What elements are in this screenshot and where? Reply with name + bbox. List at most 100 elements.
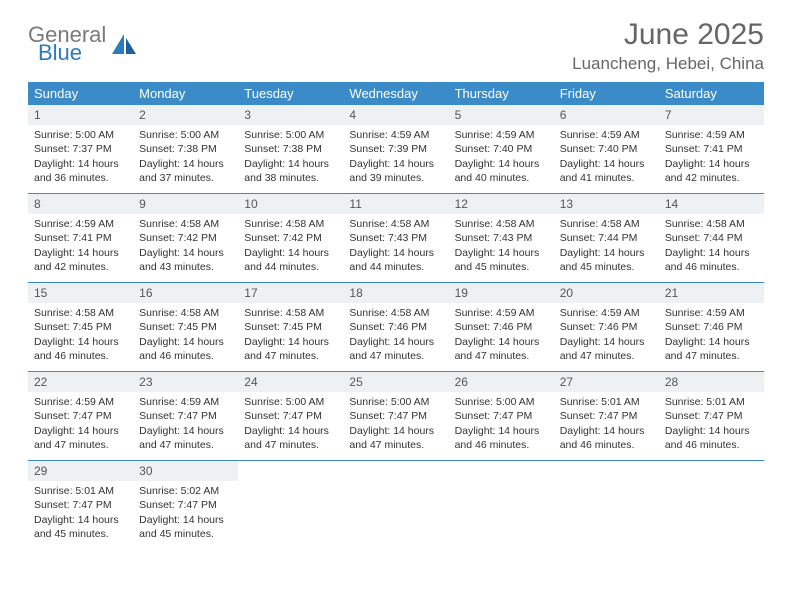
sunrise-line: Sunrise: 4:58 AM xyxy=(455,217,548,231)
logo-word-blue: Blue xyxy=(38,42,106,64)
dow-cell: Monday xyxy=(133,82,238,105)
sunrise-line: Sunrise: 4:58 AM xyxy=(349,217,442,231)
sunrise-line: Sunrise: 4:59 AM xyxy=(455,306,548,320)
sunrise-line: Sunrise: 4:59 AM xyxy=(560,306,653,320)
sunrise-line: Sunrise: 4:58 AM xyxy=(34,306,127,320)
sunset-line: Sunset: 7:38 PM xyxy=(244,142,337,156)
day-number: 23 xyxy=(133,372,238,392)
logo-sail-icon xyxy=(110,32,140,56)
day-cell: . xyxy=(659,461,764,549)
daylight-line: Daylight: 14 hours and 47 minutes. xyxy=(349,335,442,363)
day-cell: . xyxy=(343,461,448,549)
daylight-line: Daylight: 14 hours and 47 minutes. xyxy=(349,424,442,452)
sunrise-line: Sunrise: 4:59 AM xyxy=(139,395,232,409)
day-cell: 25Sunrise: 5:00 AMSunset: 7:47 PMDayligh… xyxy=(343,372,448,460)
daylight-line: Daylight: 14 hours and 47 minutes. xyxy=(139,424,232,452)
day-number: 15 xyxy=(28,283,133,303)
day-cell: 23 Sunrise: 4:59 AMSunset: 7:47 PMDayligh… xyxy=(133,372,238,460)
sunset-line: Sunset: 7:45 PM xyxy=(244,320,337,334)
calendar: SundayMondayTuesdayWednesdayThursdayFrid… xyxy=(28,82,764,549)
day-number: 13 xyxy=(554,194,659,214)
daylight-line: Daylight: 14 hours and 46 minutes. xyxy=(34,335,127,363)
day-cell: . xyxy=(554,461,659,549)
day-number: 27 xyxy=(554,372,659,392)
daylight-line: Daylight: 14 hours and 44 minutes. xyxy=(244,246,337,274)
day-number: 11 xyxy=(343,194,448,214)
sunset-line: Sunset: 7:41 PM xyxy=(665,142,758,156)
day-cell: 20Sunrise: 4:59 AMSunset: 7:46 PMDayligh… xyxy=(554,283,659,371)
day-cell: 8Sunrise: 4:59 AMSunset: 7:41 PMDaylight… xyxy=(28,194,133,282)
day-cell: 30Sunrise: 5:02 AMSunset: 7:47 PMDayligh… xyxy=(133,461,238,549)
sunrise-line: Sunrise: 4:58 AM xyxy=(139,217,232,231)
daylight-line: Daylight: 14 hours and 45 minutes. xyxy=(34,513,127,541)
sunset-line: Sunset: 7:42 PM xyxy=(139,231,232,245)
sunrise-line: Sunrise: 4:59 AM xyxy=(560,128,653,142)
sunset-line: Sunset: 7:47 PM xyxy=(560,409,653,423)
day-cell: 13Sunrise: 4:58 AMSunset: 7:44 PMDayligh… xyxy=(554,194,659,282)
dow-cell: Saturday xyxy=(659,82,764,105)
dow-cell: Friday xyxy=(554,82,659,105)
sunset-line: Sunset: 7:40 PM xyxy=(560,142,653,156)
day-number: 21 xyxy=(659,283,764,303)
sunset-line: Sunset: 7:44 PM xyxy=(560,231,653,245)
sunrise-line: Sunrise: 5:00 AM xyxy=(244,395,337,409)
day-cell: 7Sunrise: 4:59 AMSunset: 7:41 PMDaylight… xyxy=(659,105,764,193)
day-number: 14 xyxy=(659,194,764,214)
day-cell: . xyxy=(238,461,343,549)
week-row: 29Sunrise: 5:01 AMSunset: 7:47 PMDayligh… xyxy=(28,460,764,549)
logo: General Blue xyxy=(28,18,140,64)
day-cell: 28Sunrise: 5:01 AMSunset: 7:47 PMDayligh… xyxy=(659,372,764,460)
day-cell: 4Sunrise: 4:59 AMSunset: 7:39 PMDaylight… xyxy=(343,105,448,193)
day-number: 16 xyxy=(133,283,238,303)
sunrise-line: Sunrise: 5:00 AM xyxy=(34,128,127,142)
day-cell: 14Sunrise: 4:58 AMSunset: 7:44 PMDayligh… xyxy=(659,194,764,282)
sunrise-line: Sunrise: 5:01 AM xyxy=(34,484,127,498)
day-number: 12 xyxy=(449,194,554,214)
day-cell: 15Sunrise: 4:58 AMSunset: 7:45 PMDayligh… xyxy=(28,283,133,371)
location: Luancheng, Hebei, China xyxy=(572,54,764,74)
daylight-line: Daylight: 14 hours and 45 minutes. xyxy=(455,246,548,274)
day-cell: 17Sunrise: 4:58 AMSunset: 7:45 PMDayligh… xyxy=(238,283,343,371)
sunrise-line: Sunrise: 4:58 AM xyxy=(244,306,337,320)
day-cell: 29Sunrise: 5:01 AMSunset: 7:47 PMDayligh… xyxy=(28,461,133,549)
sunset-line: Sunset: 7:46 PM xyxy=(665,320,758,334)
day-cell: 19Sunrise: 4:59 AMSunset: 7:46 PMDayligh… xyxy=(449,283,554,371)
day-number: 24 xyxy=(238,372,343,392)
day-number: 17 xyxy=(238,283,343,303)
daylight-line: Daylight: 14 hours and 47 minutes. xyxy=(34,424,127,452)
daylight-line: Daylight: 14 hours and 36 minutes. xyxy=(34,157,127,185)
sunrise-line: Sunrise: 4:59 AM xyxy=(665,306,758,320)
sunset-line: Sunset: 7:47 PM xyxy=(455,409,548,423)
sunset-line: Sunset: 7:43 PM xyxy=(455,231,548,245)
sunrise-line: Sunrise: 4:58 AM xyxy=(244,217,337,231)
sunset-line: Sunset: 7:42 PM xyxy=(244,231,337,245)
sunset-line: Sunset: 7:47 PM xyxy=(139,409,232,423)
daylight-line: Daylight: 14 hours and 47 minutes. xyxy=(665,335,758,363)
weeks-container: 1Sunrise: 5:00 AMSunset: 7:37 PMDaylight… xyxy=(28,105,764,549)
day-number: 8 xyxy=(28,194,133,214)
day-cell: 12 Sunrise: 4:58 AMSunset: 7:43 PMDayligh… xyxy=(449,194,554,282)
day-cell: 24Sunrise: 5:00 AMSunset: 7:47 PMDayligh… xyxy=(238,372,343,460)
day-number: 7 xyxy=(659,105,764,125)
sunrise-line: Sunrise: 5:00 AM xyxy=(244,128,337,142)
sunset-line: Sunset: 7:47 PM xyxy=(244,409,337,423)
daylight-line: Daylight: 14 hours and 41 minutes. xyxy=(560,157,653,185)
daylight-line: Daylight: 14 hours and 42 minutes. xyxy=(34,246,127,274)
sunrise-line: Sunrise: 4:59 AM xyxy=(34,217,127,231)
sunrise-line: Sunrise: 4:58 AM xyxy=(139,306,232,320)
sunrise-line: Sunrise: 4:59 AM xyxy=(665,128,758,142)
day-cell: 5Sunrise: 4:59 AMSunset: 7:40 PMDaylight… xyxy=(449,105,554,193)
day-cell: 2Sunrise: 5:00 AMSunset: 7:38 PMDaylight… xyxy=(133,105,238,193)
sunrise-line: Sunrise: 5:00 AM xyxy=(139,128,232,142)
sunset-line: Sunset: 7:43 PM xyxy=(349,231,442,245)
sunrise-line: Sunrise: 4:59 AM xyxy=(349,128,442,142)
day-number: 10 xyxy=(238,194,343,214)
sunset-line: Sunset: 7:47 PM xyxy=(34,409,127,423)
sunrise-line: Sunrise: 4:59 AM xyxy=(455,128,548,142)
dow-cell: Tuesday xyxy=(238,82,343,105)
day-number: 26 xyxy=(449,372,554,392)
sunrise-line: Sunrise: 4:58 AM xyxy=(560,217,653,231)
sunrise-line: Sunrise: 5:02 AM xyxy=(139,484,232,498)
day-cell: 9Sunrise: 4:58 AMSunset: 7:42 PMDaylight… xyxy=(133,194,238,282)
daylight-line: Daylight: 14 hours and 39 minutes. xyxy=(349,157,442,185)
